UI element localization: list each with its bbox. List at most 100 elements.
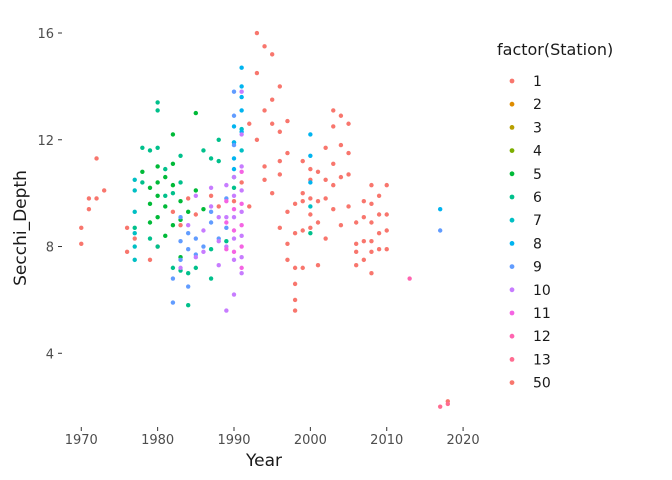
data-point-station-6 xyxy=(140,180,145,185)
data-point-station-6 xyxy=(132,225,137,231)
data-point-station-5 xyxy=(155,164,160,169)
data-point-station-1 xyxy=(216,204,221,209)
data-point-station-10 xyxy=(239,209,244,215)
legend-label-10: 10 xyxy=(533,283,551,299)
data-point-station-10 xyxy=(239,132,244,137)
data-point-station-6 xyxy=(308,230,313,236)
data-point-station-1 xyxy=(323,236,328,241)
legend-title: factor(Station) xyxy=(497,40,613,59)
data-point-station-9 xyxy=(178,214,183,220)
data-point-station-11 xyxy=(239,201,244,207)
data-point-station-1 xyxy=(292,201,298,207)
legend-label-1: 1 xyxy=(533,74,542,90)
data-point-station-1 xyxy=(369,271,374,276)
data-point-station-10 xyxy=(216,263,221,268)
data-point-station-10 xyxy=(185,222,191,228)
data-point-station-1 xyxy=(239,180,244,185)
data-point-station-10 xyxy=(239,89,244,94)
data-point-station-1 xyxy=(300,228,305,233)
legend-key-12 xyxy=(509,333,515,339)
data-point-station-1 xyxy=(254,30,260,36)
data-point-station-8 xyxy=(239,108,244,113)
data-point-station-5 xyxy=(170,182,176,188)
data-point-station-8 xyxy=(437,206,443,212)
data-point-station-1 xyxy=(338,174,344,180)
data-point-station-1 xyxy=(361,257,367,263)
legend-label-50: 50 xyxy=(533,376,551,392)
data-point-station-8 xyxy=(231,156,237,161)
data-point-station-1 xyxy=(361,238,367,244)
data-point-station-6 xyxy=(185,271,191,276)
data-point-station-1 xyxy=(361,198,367,204)
data-point-station-6 xyxy=(155,145,160,150)
data-point-station-10 xyxy=(239,254,244,260)
data-point-station-11 xyxy=(239,244,244,249)
data-point-station-6 xyxy=(155,108,160,113)
data-point-station-1 xyxy=(79,225,84,231)
data-point-station-1 xyxy=(346,150,351,156)
y-tick-label: 12 xyxy=(37,134,54,149)
data-point-station-1 xyxy=(170,209,176,215)
data-point-station-10 xyxy=(224,182,229,188)
y-tick-label: 4 xyxy=(46,347,54,362)
data-point-station-9 xyxy=(231,113,237,118)
data-point-station-1 xyxy=(247,121,252,126)
data-point-station-1 xyxy=(308,212,313,217)
data-point-station-10 xyxy=(178,265,183,271)
y-axis-title: Secchi_Depth xyxy=(11,170,31,286)
data-point-station-1 xyxy=(147,257,153,263)
data-point-station-8 xyxy=(308,153,313,158)
data-point-station-1 xyxy=(376,246,382,252)
data-point-station-1 xyxy=(300,265,305,271)
x-tick-label: 2010 xyxy=(370,433,403,448)
data-point-station-1 xyxy=(376,230,382,236)
data-point-station-9 xyxy=(185,284,191,289)
data-point-station-6 xyxy=(193,265,199,271)
data-point-station-5 xyxy=(147,201,153,207)
y-axis: 4 8 12 16 xyxy=(37,27,62,362)
data-point-station-7 xyxy=(239,148,244,153)
data-point-station-5 xyxy=(155,193,160,199)
data-point-station-9 xyxy=(193,236,199,241)
data-point-station-9 xyxy=(185,246,191,252)
data-point-station-11 xyxy=(224,198,229,204)
legend-key-4 xyxy=(509,148,515,154)
data-point-station-6 xyxy=(178,153,183,158)
x-tick-label: 1970 xyxy=(65,433,98,448)
data-point-station-11 xyxy=(239,169,244,174)
data-point-station-1 xyxy=(369,249,374,255)
data-point-station-10 xyxy=(231,214,237,220)
data-point-station-11 xyxy=(231,228,237,233)
data-point-station-6 xyxy=(147,236,153,241)
data-point-station-11 xyxy=(239,222,244,228)
data-point-station-7 xyxy=(132,230,137,236)
data-point-station-10 xyxy=(216,214,221,220)
data-point-station-7 xyxy=(132,209,137,215)
legend-label-2: 2 xyxy=(533,97,542,113)
data-point-station-10 xyxy=(239,271,244,276)
data-point-station-1 xyxy=(308,225,313,231)
data-point-station-9 xyxy=(185,230,191,236)
data-point-station-5 xyxy=(163,174,168,180)
data-point-station-1 xyxy=(346,204,351,209)
data-point-station-8 xyxy=(308,132,313,137)
data-point-station-1 xyxy=(86,206,92,212)
data-point-station-1 xyxy=(369,182,374,188)
plot-area xyxy=(79,30,451,409)
data-point-station-10 xyxy=(239,188,244,193)
data-point-station-10 xyxy=(193,254,199,260)
data-point-station-1 xyxy=(384,182,389,188)
data-point-station-5 xyxy=(163,204,168,209)
data-point-station-1 xyxy=(331,206,336,212)
legend-label-11: 11 xyxy=(533,306,551,322)
legend-label-3: 3 xyxy=(533,120,542,136)
data-point-station-1 xyxy=(331,108,336,113)
legend-key-2 xyxy=(509,101,515,107)
data-point-station-1 xyxy=(208,193,214,199)
data-point-station-6 xyxy=(201,148,206,153)
data-point-station-12 xyxy=(407,276,412,281)
data-point-station-1 xyxy=(285,118,290,124)
